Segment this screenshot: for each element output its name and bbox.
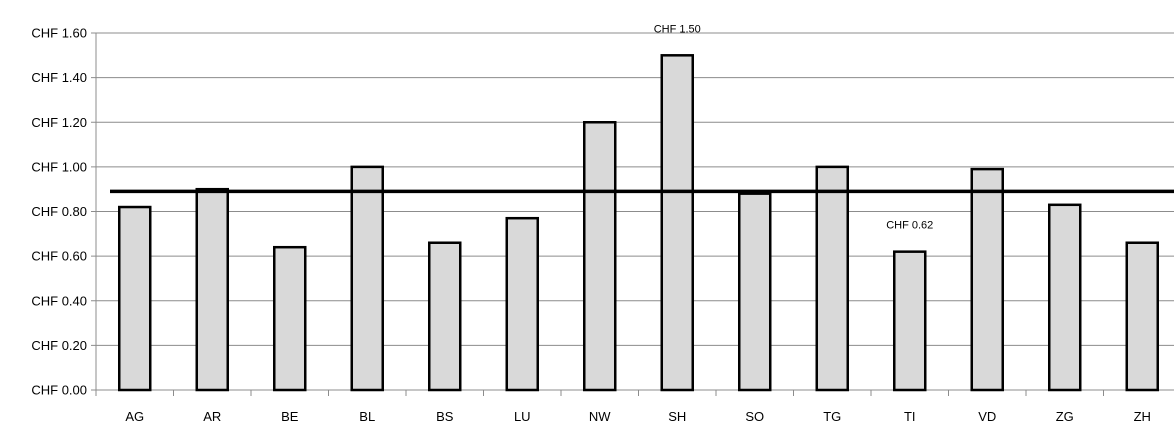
data-labels: CHF 1.50 CHF 0.62 xyxy=(654,23,934,231)
y-tick-label: CHF 0.80 xyxy=(31,204,87,219)
bar-so xyxy=(738,192,772,392)
x-tick-label: VD xyxy=(978,409,996,424)
bar-lu xyxy=(505,216,539,392)
y-tick-label: CHF 0.40 xyxy=(31,293,87,308)
bar-bl xyxy=(350,165,384,392)
x-tick-label: BS xyxy=(436,409,454,424)
y-tick-label: CHF 1.60 xyxy=(31,26,87,41)
bar-ti xyxy=(893,250,927,392)
x-tick-label: LU xyxy=(514,409,531,424)
bar-ar xyxy=(195,187,229,392)
x-tick-label: NW xyxy=(589,409,611,424)
data-label-sh: CHF 1.50 xyxy=(654,23,701,35)
gridlines xyxy=(96,32,1174,391)
y-axis xyxy=(91,32,1104,396)
x-tick-label: BL xyxy=(359,409,375,424)
x-tick-label: SO xyxy=(745,409,764,424)
x-tick-label: TI xyxy=(904,409,916,424)
x-tick-labels: AG AR BE BL BS LU NW SH SO TG TI VD ZG ZH xyxy=(125,409,1151,424)
bar-bs xyxy=(428,241,462,392)
y-tick-label: CHF 0.60 xyxy=(31,249,87,264)
y-tick-label: CHF 1.20 xyxy=(31,115,87,130)
x-tick-label: AG xyxy=(125,409,144,424)
y-tick-label: CHF 1.40 xyxy=(31,70,87,85)
bars xyxy=(118,54,1159,392)
bar-nw xyxy=(583,121,617,392)
y-tick-labels: CHF 0.00 CHF 0.20 CHF 0.40 CHF 0.60 CHF 0.80… xyxy=(31,26,87,398)
bar-tg xyxy=(815,165,849,392)
x-tick-label: ZH xyxy=(1134,409,1151,424)
y-tick-label: CHF 1.00 xyxy=(31,159,87,174)
bar-ag xyxy=(118,205,152,392)
y-tick-label: CHF 0.00 xyxy=(31,383,87,398)
bar-zg xyxy=(1048,203,1082,392)
bar-sh xyxy=(660,54,694,392)
data-label-ti: CHF 0.62 xyxy=(886,220,933,232)
bar-vd xyxy=(970,167,1004,392)
x-tick-label: ZG xyxy=(1056,409,1074,424)
x-tick-label: AR xyxy=(203,409,221,424)
bar-zh xyxy=(1125,241,1159,392)
x-tick-label: SH xyxy=(668,409,686,424)
x-tick-label: TG xyxy=(823,409,841,424)
y-tick-label: CHF 0.20 xyxy=(31,338,87,353)
bar-be xyxy=(273,245,307,392)
x-tick-label: BE xyxy=(281,409,299,424)
